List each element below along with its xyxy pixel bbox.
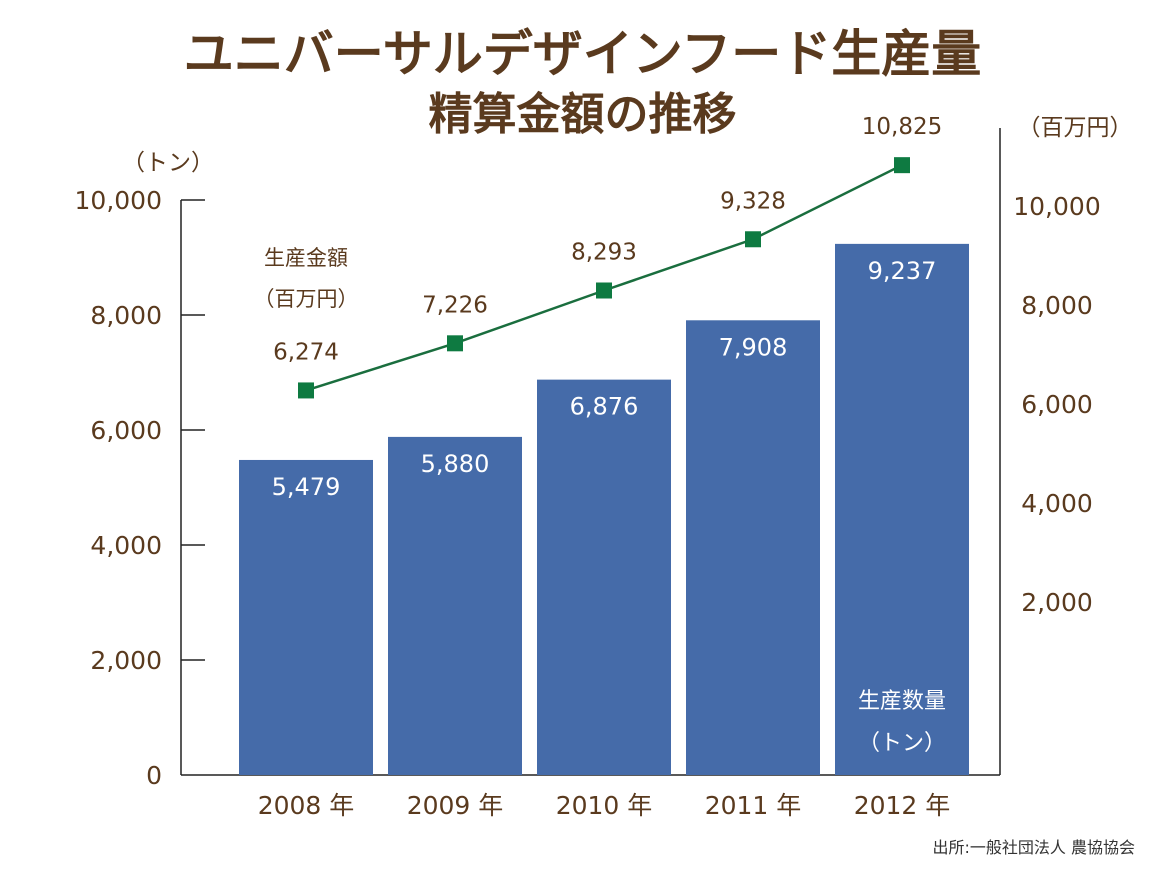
line-data-label: 6,274: [273, 339, 339, 365]
y-left-tick-label: 2,000: [90, 646, 162, 675]
bar-data-label: 7,908: [719, 333, 788, 361]
y-right-unit: （百万円）: [1018, 115, 1133, 141]
y-left-tick-label: 0: [146, 761, 162, 790]
bar-data-label: 9,237: [868, 257, 937, 285]
chart-subtitle: 精算金額の推移: [428, 89, 737, 140]
y-right-tick-label: 10,000: [1013, 192, 1100, 221]
bar-series-label: 生産数量: [858, 689, 946, 714]
x-tick-label: 2008 年: [258, 791, 355, 820]
line-data-label: 10,825: [862, 114, 942, 140]
y-left-tick-label: 8,000: [90, 301, 162, 330]
chart-title: ユニバーサルデザインフード生産量: [183, 25, 982, 83]
y-left-tick-label: 10,000: [75, 186, 162, 215]
bar-data-label: 5,880: [421, 450, 490, 478]
line-point: [894, 157, 910, 174]
line-point: [298, 382, 314, 399]
x-tick-label: 2009 年: [407, 791, 504, 820]
y-left-tick-label: 4,000: [90, 531, 162, 560]
line-point: [596, 282, 612, 299]
bar-series-unit: （トン）: [858, 731, 946, 756]
y-right-tick-label: 2,000: [1021, 588, 1093, 617]
x-tick-label: 2011 年: [705, 791, 802, 820]
source-note: 出所:一般社団法人 農協協会: [932, 838, 1135, 857]
y-right-tick-label: 6,000: [1021, 390, 1093, 419]
line-series-label: 生産金額: [264, 246, 348, 270]
bar: [239, 459, 373, 775]
y-left-unit: （トン）: [122, 150, 214, 176]
y-right-tick-label: 8,000: [1021, 291, 1093, 320]
x-tick-label: 2012 年: [854, 791, 951, 820]
line-point: [745, 231, 761, 248]
bar: [537, 379, 671, 775]
line-data-label: 8,293: [571, 239, 637, 265]
x-tick-label: 2010 年: [556, 791, 653, 820]
bar-data-label: 6,876: [570, 393, 639, 421]
bar: [388, 436, 522, 775]
y-left-tick-label: 6,000: [90, 416, 162, 445]
bar-data-label: 5,479: [272, 473, 341, 501]
line-data-label: 7,226: [422, 292, 488, 318]
line-series-unit: （百万円）: [254, 287, 359, 311]
bar: [686, 320, 820, 775]
line-point: [447, 335, 463, 352]
bar: [835, 243, 969, 775]
y-right-tick-label: 4,000: [1021, 489, 1093, 518]
line-data-label: 9,328: [720, 188, 786, 214]
